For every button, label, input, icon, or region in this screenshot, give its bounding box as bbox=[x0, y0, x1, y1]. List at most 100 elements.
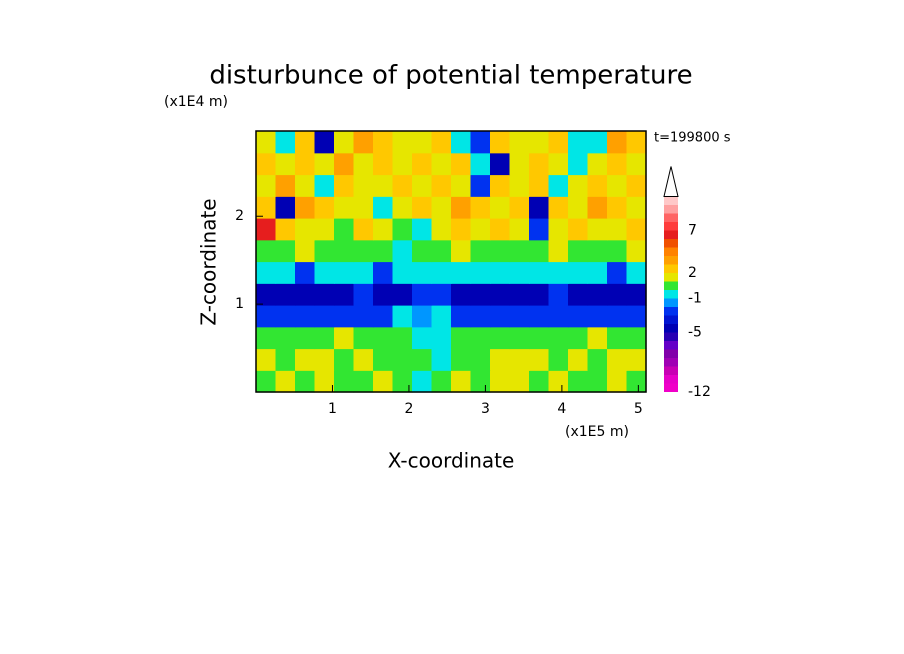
colorbar-box bbox=[664, 256, 678, 265]
field-cell bbox=[353, 326, 374, 350]
field-cell bbox=[295, 348, 316, 371]
field-cell bbox=[256, 196, 277, 219]
field-cell bbox=[334, 283, 355, 306]
field-cell bbox=[392, 305, 413, 328]
field-cell bbox=[509, 152, 530, 176]
field-cell bbox=[509, 305, 530, 328]
field-cell bbox=[490, 131, 511, 154]
field-cell bbox=[431, 305, 452, 328]
field-cell bbox=[529, 283, 550, 306]
field-cell bbox=[548, 152, 569, 176]
field-cell bbox=[314, 261, 335, 284]
field-cell bbox=[275, 239, 296, 263]
field-cell bbox=[373, 131, 394, 154]
field-cell bbox=[431, 196, 452, 219]
field-cell bbox=[431, 174, 452, 197]
field-cell bbox=[451, 196, 472, 219]
field-cell bbox=[353, 174, 374, 197]
field-cell bbox=[529, 305, 550, 328]
field-cell bbox=[548, 370, 569, 393]
field-cell bbox=[529, 152, 550, 176]
field-cell bbox=[548, 326, 569, 350]
field-cell bbox=[470, 131, 491, 154]
field-cell bbox=[275, 326, 296, 350]
field-cell bbox=[392, 283, 413, 306]
field-cell bbox=[412, 131, 433, 154]
field-cell bbox=[470, 261, 491, 284]
colorbar-box bbox=[664, 324, 678, 333]
field-cell bbox=[334, 174, 355, 197]
field-cell bbox=[431, 370, 452, 393]
field-cell bbox=[509, 239, 530, 263]
field-cell bbox=[373, 348, 394, 371]
field-cell bbox=[353, 218, 374, 241]
field-cell bbox=[607, 239, 628, 263]
field-cell bbox=[529, 196, 550, 219]
field-cell bbox=[509, 283, 530, 306]
field-cell bbox=[451, 131, 472, 154]
field-cell bbox=[314, 131, 335, 154]
field-cell bbox=[412, 326, 433, 350]
field-cell bbox=[490, 196, 511, 219]
field-cell bbox=[256, 370, 277, 393]
field-cell bbox=[490, 283, 511, 306]
field-cell bbox=[256, 174, 277, 197]
field-cell bbox=[373, 326, 394, 350]
field-cell bbox=[626, 283, 647, 306]
field-cell bbox=[626, 152, 647, 176]
field-cell bbox=[587, 196, 608, 219]
field-cell bbox=[431, 283, 452, 306]
field-cell bbox=[451, 218, 472, 241]
field-cell bbox=[256, 326, 277, 350]
field-cell bbox=[626, 131, 647, 154]
field-cell bbox=[334, 326, 355, 350]
field-cell bbox=[607, 218, 628, 241]
field-cell bbox=[490, 261, 511, 284]
field-cell bbox=[353, 261, 374, 284]
field-cell bbox=[392, 196, 413, 219]
field-cell bbox=[314, 326, 335, 350]
colorbar-box bbox=[664, 290, 678, 299]
field-cell bbox=[295, 131, 316, 154]
field-cell bbox=[373, 283, 394, 306]
x-tick-label: 2 bbox=[404, 401, 413, 417]
field-cell bbox=[334, 131, 355, 154]
field-cell bbox=[568, 196, 589, 219]
colorbar-box bbox=[664, 239, 678, 248]
field-cell bbox=[548, 239, 569, 263]
field-cell bbox=[490, 218, 511, 241]
colorbar-box bbox=[664, 230, 678, 239]
field-cell bbox=[275, 283, 296, 306]
field-cell bbox=[295, 174, 316, 197]
field-cell bbox=[607, 370, 628, 393]
field-cell bbox=[334, 261, 355, 284]
field-cell bbox=[295, 305, 316, 328]
field-cell bbox=[373, 152, 394, 176]
field-cell bbox=[509, 348, 530, 371]
colorbar-over bbox=[663, 166, 679, 197]
field-cell bbox=[451, 326, 472, 350]
field-cell bbox=[470, 196, 491, 219]
field-cell bbox=[470, 326, 491, 350]
field-cell bbox=[334, 218, 355, 241]
field-cell bbox=[490, 174, 511, 197]
colorbar-box bbox=[664, 281, 678, 290]
field-cell bbox=[334, 348, 355, 371]
field-cell bbox=[470, 239, 491, 263]
field-cell bbox=[314, 348, 335, 371]
colorbar-box bbox=[664, 264, 678, 273]
field-cell bbox=[314, 218, 335, 241]
colorbar-box bbox=[664, 307, 678, 316]
y-tick-label: 1 bbox=[235, 296, 244, 312]
field-cell bbox=[587, 239, 608, 263]
field-cell bbox=[275, 196, 296, 219]
field-cell bbox=[353, 152, 374, 176]
field-cell bbox=[626, 348, 647, 371]
field-cell bbox=[509, 261, 530, 284]
field-cell bbox=[626, 239, 647, 263]
colorbar-box bbox=[664, 273, 678, 282]
field-cell bbox=[587, 348, 608, 371]
field-cell bbox=[353, 239, 374, 263]
field-cell bbox=[373, 174, 394, 197]
colorbar-box bbox=[664, 205, 678, 214]
